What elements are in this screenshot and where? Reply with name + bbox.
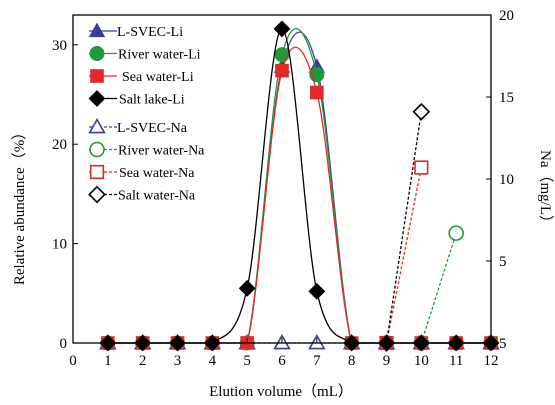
x-tick-label: 10 (414, 353, 429, 369)
point-salt-water-na (412, 102, 431, 121)
x-tick-label: 11 (449, 353, 463, 369)
series-salt-water-na (377, 102, 431, 352)
legend-item-sea-water-li: Sea water-Li (89, 69, 194, 85)
series-river-water-na (413, 225, 464, 351)
legend-marker (90, 69, 104, 83)
x-tick-label: 7 (313, 353, 321, 369)
x-tick-label: 2 (139, 353, 147, 369)
legend-marker (89, 46, 105, 61)
y2-tick-label: 5 (499, 336, 507, 352)
line-sea-water-na (385, 167, 422, 344)
y-tick-label: 20 (52, 137, 67, 153)
legend-label: L-SVEC-Li (117, 25, 183, 40)
y-tick-label: 10 (52, 237, 67, 253)
legend-marker (88, 185, 106, 204)
legend-label: Salt water-Na (118, 189, 196, 204)
legend-marker (88, 118, 106, 134)
legend-label: Sea water-Li (122, 70, 194, 85)
point-sea-water-na (414, 160, 429, 175)
series-sea-water-na (379, 160, 429, 351)
legend-marker (88, 90, 106, 107)
x-tick-label: 8 (348, 353, 356, 369)
y2-axis-label: Na（mg/L） (537, 150, 554, 230)
line-river-water-na (420, 232, 457, 344)
x-tick-label: 5 (243, 353, 251, 369)
legend-marker (88, 22, 106, 38)
point-river-water-li (274, 47, 290, 63)
legend-label: Sea water-Na (119, 166, 195, 181)
point-sea-water-li (310, 85, 324, 100)
point-salt-lake-li (308, 282, 326, 300)
legend-label: L-SVEC-Na (117, 121, 188, 136)
legend-label: Salt lake-Li (119, 93, 185, 108)
legend-item-salt-lake-li: Salt lake-Li (88, 90, 185, 108)
x-tick-label: 6 (278, 353, 286, 369)
y-tick-label: 30 (52, 38, 67, 54)
y2-tick-label: 5 (499, 254, 507, 270)
legend-marker (89, 164, 105, 180)
point-sea-water-li (275, 63, 289, 78)
y2-tick-label: 10 (499, 172, 514, 188)
x-tick-label: 9 (383, 353, 391, 369)
y-axis-label: Relative abundance（%） (11, 125, 28, 285)
point-salt-lake-li (238, 279, 256, 297)
legend-item-river-water-na: River water-Na (89, 141, 205, 159)
legend-item-river-water-li: River water-Li (89, 46, 201, 63)
line-salt-water-na (385, 111, 422, 344)
legend-marker (89, 141, 105, 158)
x-tick-label: 3 (174, 353, 182, 369)
point-salt-lake-li (273, 20, 291, 38)
legend-item-salt-water-na: Salt water-Na (88, 185, 196, 204)
series-l-svec-na (99, 334, 500, 350)
legend-label: River water-Na (118, 144, 205, 159)
x-tick-label: 12 (484, 353, 499, 369)
y2-tick-label: 20 (499, 8, 514, 24)
x-tick-label: 0 (69, 353, 77, 369)
x-axis-label: Elution volume（mL） (209, 383, 353, 400)
legend-item-sea-water-na: Sea water-Na (89, 164, 195, 181)
legend-item-l-svec-na: L-SVEC-Na (88, 118, 188, 136)
legend-item-l-svec-li: L-SVEC-Li (88, 22, 183, 40)
x-tick-label: 1 (104, 353, 112, 369)
legend-label: River water-Li (118, 48, 201, 63)
y-tick-label: 0 (60, 336, 68, 352)
x-tick-label: 4 (209, 353, 217, 369)
y2-tick-label: 15 (499, 90, 514, 106)
point-river-water-na (448, 225, 464, 241)
